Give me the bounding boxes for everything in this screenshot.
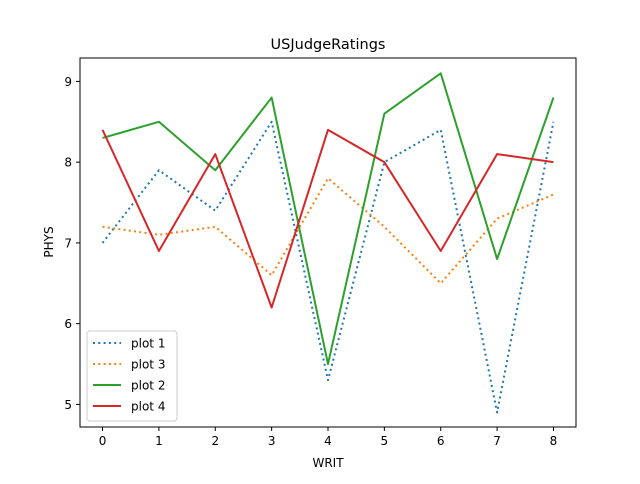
- y-tick-label: 9: [64, 75, 72, 89]
- legend-label: plot 4: [131, 400, 165, 414]
- x-tick-label: 8: [550, 434, 558, 448]
- x-tick-label: 1: [155, 434, 163, 448]
- series-line-plot-2: [102, 72, 555, 366]
- legend-label: plot 2: [131, 379, 165, 393]
- y-axis-label: PHYS: [42, 226, 56, 257]
- legend-label: plot 3: [131, 358, 165, 372]
- legend-label: plot 1: [131, 337, 165, 351]
- y-tick-label: 7: [64, 236, 72, 250]
- legend: plot 1 plot 3 plot 2 plot 4: [86, 330, 178, 422]
- chart-title: USJudgeRatings: [271, 37, 386, 53]
- x-tick-label: 5: [381, 434, 389, 448]
- x-tick-label: 0: [99, 434, 107, 448]
- series-line-plot-4: [101, 128, 554, 309]
- y-tick-label: 8: [64, 156, 72, 170]
- y-tick-label: 5: [64, 398, 72, 412]
- x-axis: 0 1 2 3 4 5 6 7 8: [99, 427, 558, 448]
- x-axis-label: WRIT: [312, 456, 344, 470]
- x-tick-label: 6: [437, 434, 445, 448]
- x-tick-label: 4: [324, 434, 332, 448]
- series-line-plot-3: [102, 177, 554, 285]
- series-line-plot-1: [101, 120, 555, 414]
- x-tick-label: 3: [268, 434, 276, 448]
- y-axis: 5 6 7 8 9: [64, 75, 80, 412]
- x-tick-label: 7: [493, 434, 501, 448]
- legend-box: [86, 330, 178, 422]
- x-tick-label: 2: [211, 434, 219, 448]
- y-tick-label: 6: [64, 317, 72, 331]
